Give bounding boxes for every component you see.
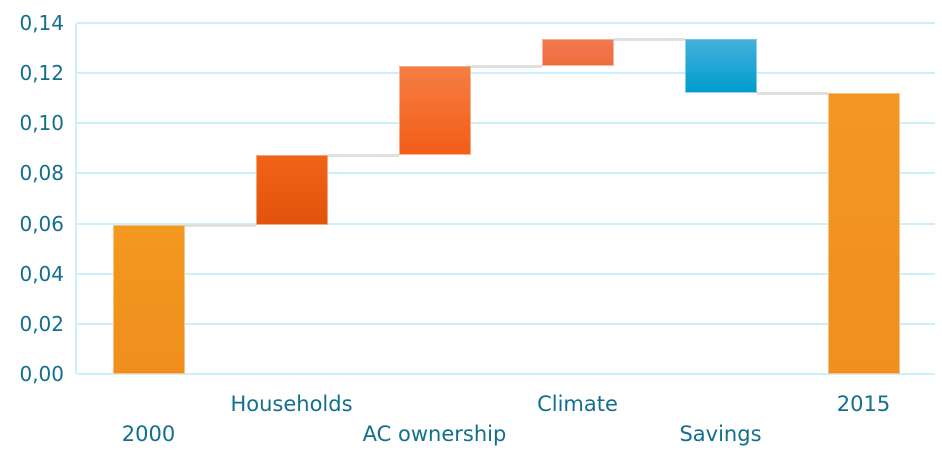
- y-tick-label: 0,12: [19, 61, 64, 86]
- connector-line: [327, 153, 399, 157]
- connector-line: [756, 92, 828, 96]
- y-tick-label: 0,04: [19, 261, 64, 286]
- y-axis-line: [75, 23, 77, 374]
- gridline: [77, 322, 935, 325]
- gridline: [77, 172, 935, 175]
- gridline: [77, 373, 935, 375]
- y-tick-label: 0,10: [19, 111, 64, 136]
- y-tick-label: 0,00: [19, 362, 64, 386]
- waterfall-bar-households: [255, 154, 328, 225]
- x-category-label: Climate: [537, 392, 618, 416]
- gridline: [77, 272, 935, 275]
- connector-line: [613, 38, 685, 42]
- y-tick-label: 0,08: [19, 161, 64, 186]
- waterfall-bar-2000: [112, 224, 185, 374]
- gridline: [77, 122, 935, 125]
- waterfall-bar-climate: [541, 39, 614, 66]
- y-tick-label: 0,02: [19, 311, 64, 336]
- x-category-label: 2015: [836, 392, 891, 416]
- connector-line: [184, 223, 256, 227]
- waterfall-bar-savings: [684, 39, 757, 94]
- y-tick-label: 0,14: [19, 11, 64, 35]
- waterfall-bar-ac-ownership: [398, 65, 471, 155]
- x-category-label: AC ownership: [362, 422, 507, 446]
- x-category-label: Households: [230, 392, 353, 416]
- y-tick-label: 0,06: [19, 211, 64, 236]
- gridline: [77, 222, 935, 225]
- connector-line: [470, 64, 542, 68]
- gridline: [77, 72, 935, 75]
- x-category-label: Savings: [679, 422, 762, 446]
- waterfall-bar-2015: [827, 93, 900, 374]
- x-category-label: 2000: [121, 422, 176, 446]
- gridline: [77, 22, 935, 24]
